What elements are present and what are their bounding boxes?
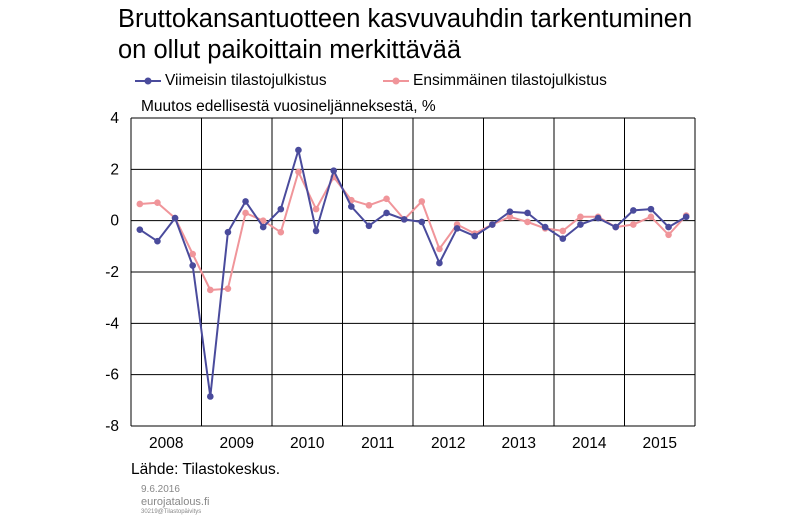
y-tick-label: 2 (110, 161, 119, 178)
x-tick-label: 2012 (431, 435, 465, 452)
data-point-latest (400, 216, 408, 223)
data-point-latest (630, 207, 637, 214)
data-point-latest (559, 235, 567, 242)
x-tick-label: 2008 (149, 435, 183, 452)
chart-title-line-2: on ollut paikoittain merkittävää (118, 36, 462, 64)
x-tick-label: 2015 (643, 435, 677, 452)
data-point-latest (471, 232, 478, 240)
data-point-first (259, 217, 267, 224)
legend-item-first: Ensimmäinen tilastojulkistus (383, 72, 607, 90)
x-tick-label: 2011 (361, 435, 394, 452)
y-tick-label: -6 (105, 367, 119, 384)
x-tick-label: 2010 (290, 435, 325, 452)
data-point-latest (224, 228, 232, 236)
data-point-first (524, 218, 531, 226)
data-point-latest (594, 214, 602, 222)
footer-code: 30219@Tilastopäivitys (141, 509, 202, 515)
data-point-first (436, 245, 443, 253)
data-point-latest (136, 226, 144, 233)
data-point-latest (577, 221, 584, 228)
data-point-latest (665, 223, 672, 231)
data-point-first (559, 227, 567, 235)
y-tick-label: -8 (105, 418, 119, 435)
footer-date: 9.6.2016 (141, 484, 180, 495)
data-point-latest (541, 223, 549, 231)
data-point-latest (312, 227, 320, 235)
source-note: Lähde: Tilastokeskus. (131, 461, 281, 478)
data-point-first (207, 286, 214, 294)
data-point-first (277, 228, 285, 236)
data-point-latest (418, 218, 426, 226)
data-point-latest (189, 262, 196, 269)
data-point-first (665, 231, 672, 239)
x-tick-label: 2013 (502, 435, 536, 452)
data-point-latest (207, 393, 214, 400)
data-point-first (224, 285, 232, 292)
data-point-first (295, 168, 302, 176)
y-tick-label: -2 (105, 264, 119, 281)
data-point-latest (171, 214, 179, 222)
data-point-latest (365, 222, 373, 230)
data-point-latest (154, 237, 161, 245)
data-point-first (647, 213, 655, 221)
data-point-first (383, 195, 390, 203)
legend-label-latest: Viimeisin tilastojulkistus (165, 72, 327, 89)
y-tick-label: 0 (110, 213, 119, 230)
data-point-first (242, 209, 249, 217)
data-point-latest (259, 223, 267, 231)
data-point-latest (242, 198, 249, 205)
x-tick-label: 2009 (220, 435, 254, 452)
data-point-first (312, 205, 320, 213)
data-point-first (189, 250, 196, 258)
data-point-latest (348, 203, 355, 210)
legend-label-first: Ensimmäinen tilastojulkistus (413, 72, 607, 89)
data-point-latest (506, 208, 514, 215)
data-point-latest (489, 221, 496, 228)
data-point-latest (524, 209, 531, 217)
data-point-first (154, 199, 161, 206)
data-point-latest (647, 205, 655, 213)
x-tick-label: 2014 (572, 435, 607, 452)
y-axis-label: Muutos edellisestä vuosineljänneksestä, … (141, 98, 436, 115)
y-tick-label: -4 (105, 315, 119, 332)
chart-title-line-1: Bruttokansantuotteen kasvuvauhdin tarken… (118, 5, 693, 33)
legend-marker-first (383, 77, 409, 85)
data-point-first (365, 201, 373, 209)
data-point-first (577, 213, 584, 221)
chart-title: Bruttokansantuotteen kasvuvauhdin tarken… (118, 4, 778, 66)
legend-item-latest: Viimeisin tilastojulkistus (135, 72, 327, 90)
legend-marker-latest (135, 77, 161, 85)
data-point-latest (612, 223, 619, 231)
y-tick-label: 4 (110, 110, 119, 127)
data-point-first (136, 200, 144, 208)
data-point-latest (682, 213, 690, 221)
data-point-latest (453, 225, 461, 232)
data-point-first (630, 221, 637, 228)
data-point-latest (277, 205, 285, 213)
data-point-latest (436, 259, 443, 267)
data-point-latest (295, 146, 302, 154)
data-point-first (506, 213, 514, 221)
footer-site: eurojatalous.fi (141, 496, 210, 508)
data-point-first (418, 198, 426, 205)
data-point-latest (330, 167, 337, 174)
data-point-latest (383, 209, 390, 217)
